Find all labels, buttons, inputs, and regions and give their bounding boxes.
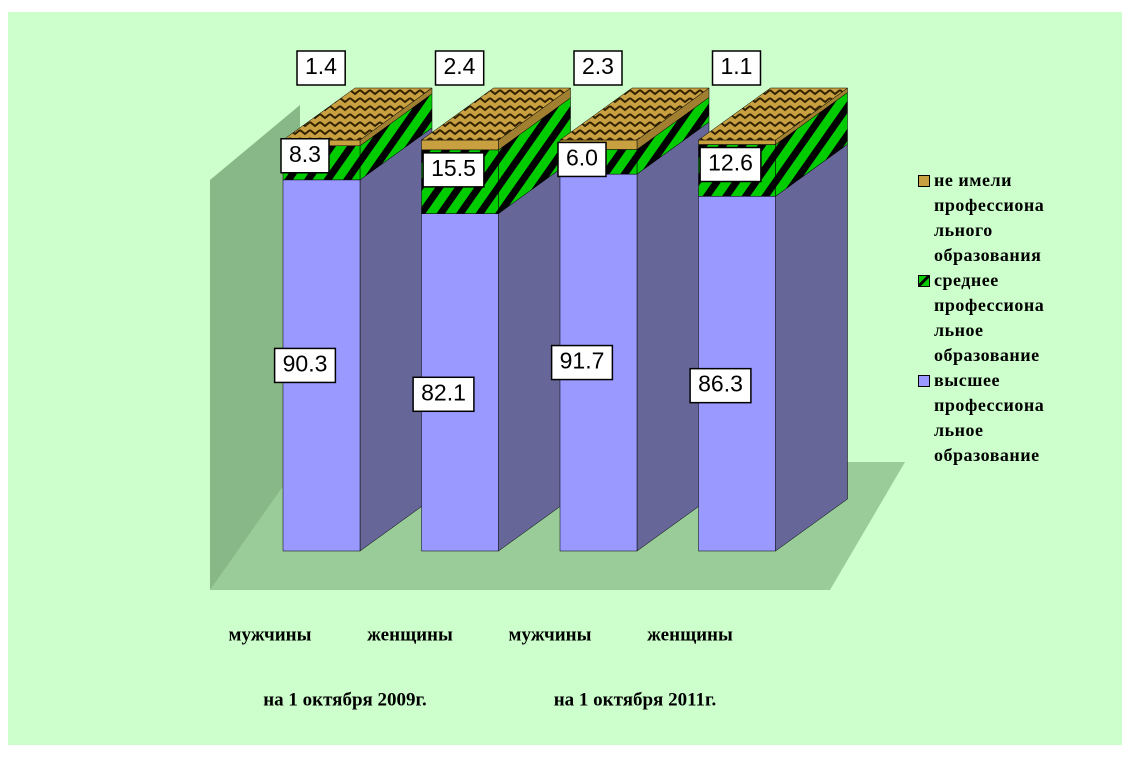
bar-front (421, 139, 499, 151)
data-label: 90.3 (283, 351, 328, 377)
data-label: 82.1 (421, 379, 466, 405)
bar-segment (282, 127, 433, 552)
data-label: 12.6 (708, 150, 753, 176)
bar-segment (421, 161, 571, 552)
data-label: 2.3 (582, 53, 614, 79)
data-label-box (689, 367, 752, 404)
data-label: 1.4 (305, 53, 337, 79)
data-label-box (273, 347, 337, 384)
back-wall (210, 105, 300, 590)
data-label-box (296, 50, 346, 86)
data-label: 86.3 (698, 371, 743, 397)
data-label: 15.5 (431, 155, 476, 181)
data-label-box (280, 138, 330, 174)
bar-side (636, 121, 710, 552)
data-label-box (412, 376, 475, 413)
legend: не имели профессионального образования ср… (918, 168, 1046, 468)
data-label-box (422, 152, 485, 188)
data-label-box (699, 146, 762, 183)
data-label: 6.0 (566, 145, 598, 171)
data-label-box (711, 50, 762, 86)
legend-swatch (918, 175, 930, 187)
legend-label: среднее профессиональное образование (934, 270, 1045, 365)
bar-top (420, 87, 572, 141)
legend-entry: среднее профессиональное образование (918, 268, 1046, 368)
bar-segment (420, 87, 572, 151)
data-label: 1.1 (721, 53, 753, 79)
bar-front (698, 139, 776, 145)
bar-segment (698, 143, 848, 552)
x-tick-label: мужчины (229, 624, 312, 645)
x-tick-label: женщины (367, 624, 453, 645)
data-label-box (550, 344, 614, 381)
data-label-box (434, 50, 485, 86)
data-label-box (557, 141, 607, 178)
data-label: 91.7 (560, 348, 605, 374)
legend-entry: высшее профессиональное образование (918, 368, 1046, 468)
data-label-box (573, 50, 623, 86)
bar-side (359, 127, 433, 552)
bar-top (559, 87, 710, 141)
data-label: 2.4 (444, 53, 476, 79)
bar-top (282, 87, 433, 141)
data-label: 8.3 (289, 141, 321, 167)
legend-label: не имели профессионального образования (934, 170, 1045, 265)
bar-side (775, 143, 848, 552)
x-tick-label: мужчины (509, 624, 592, 645)
bar-segment (697, 87, 849, 146)
legend-swatch (918, 375, 930, 387)
bar-segment (559, 121, 710, 552)
legend-label: высшее профессиональное образование (934, 370, 1045, 465)
group-label: на 1 октября 2009г. (263, 689, 427, 710)
x-tick-label: женщины (647, 624, 733, 645)
bar-top (697, 87, 849, 141)
legend-swatch (918, 275, 930, 287)
legend-entry: не имели профессионального образования (918, 168, 1046, 268)
group-label: на 1 октября 2011г. (554, 689, 717, 710)
